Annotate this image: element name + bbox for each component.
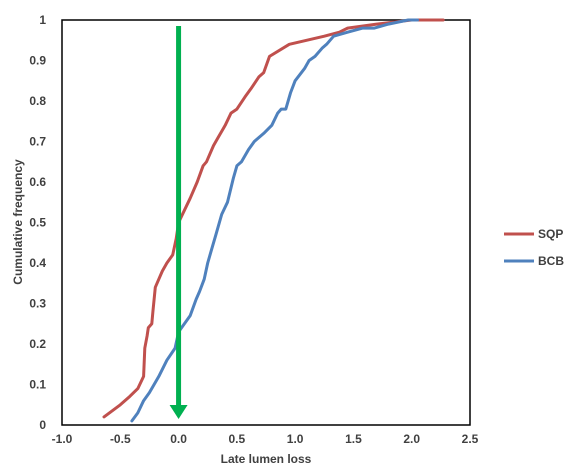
y-tick-label: 0.8 <box>29 94 46 108</box>
x-tick-label: 2.0 <box>403 432 420 446</box>
arrow-head <box>169 405 188 419</box>
y-tick-label: 0.9 <box>29 54 46 68</box>
x-tick-label: -0.5 <box>110 432 131 446</box>
x-tick-label: 0.0 <box>170 432 187 446</box>
x-tick-label: 2.5 <box>462 432 479 446</box>
y-tick-label: 0.5 <box>29 216 46 230</box>
x-tick-label: 1.5 <box>345 432 362 446</box>
y-tick-label: 0.2 <box>29 337 46 351</box>
y-tick-label: 1 <box>39 13 46 27</box>
legend: SQP BCB <box>504 227 564 268</box>
plot-area <box>61 19 471 426</box>
x-tick-label: 1.0 <box>287 432 304 446</box>
x-tick-label: 0.5 <box>229 432 246 446</box>
y-tick-label: 0.3 <box>29 297 46 311</box>
legend-label-sqp: SQP <box>538 227 563 241</box>
annotation-layer <box>169 26 188 419</box>
legend-label-bcb: BCB <box>538 254 564 268</box>
y-tick-label: 0.4 <box>29 256 46 270</box>
series-line-sqp <box>102 18 445 419</box>
x-tick-labels: -1.0 -0.5 0.0 0.5 1.0 1.5 2.0 2.5 <box>52 432 479 446</box>
y-tick-label: 0 <box>39 418 46 432</box>
x-tick-label: -1.0 <box>52 432 73 446</box>
y-tick-label: 0.7 <box>29 135 46 149</box>
y-axis-label: Cumulative frequency <box>11 159 25 285</box>
y-tick-label: 0.6 <box>29 175 46 189</box>
x-axis-label: Late lumen loss <box>221 452 312 466</box>
y-tick-label: 0.1 <box>29 378 46 392</box>
y-tick-labels: 0 0.1 0.2 0.3 0.4 0.5 0.6 0.7 0.8 0.9 1 <box>29 13 46 432</box>
